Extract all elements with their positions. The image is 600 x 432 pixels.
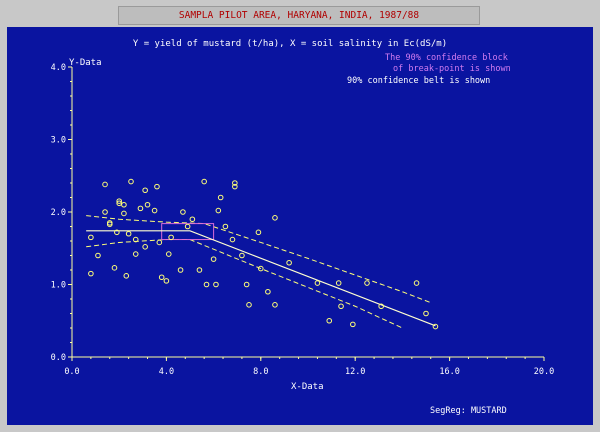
data-point — [243, 281, 250, 288]
data-point — [189, 216, 196, 223]
y-axis-label: Y-Data — [69, 58, 102, 68]
x-axis-label: X-Data — [291, 382, 324, 392]
footer-label: SegReg: MUSTARD — [430, 406, 507, 416]
data-point — [350, 321, 356, 328]
data-point — [168, 234, 174, 241]
upper-belt-line — [86, 215, 431, 304]
data-point — [102, 209, 108, 215]
x-tick-label: 12.0 — [345, 367, 365, 377]
data-point — [326, 317, 333, 324]
chart-title: Y = yield of mustard (t/ha), X = soil sa… — [133, 39, 447, 49]
data-point — [177, 267, 184, 273]
data-point — [144, 201, 151, 208]
data-point — [123, 273, 130, 279]
data-point — [213, 281, 219, 288]
x-tick-label: 8.0 — [253, 367, 268, 377]
data-point — [154, 183, 160, 190]
data-point — [158, 274, 165, 281]
data-point — [151, 207, 158, 214]
data-point — [222, 223, 229, 230]
x-tick-label: 0.0 — [64, 367, 79, 377]
data-point — [335, 280, 342, 286]
data-point — [413, 280, 420, 286]
y-tick-labels: 0.0 1.0 2.0 3.0 4.0 — [51, 63, 66, 363]
data-point — [163, 278, 170, 284]
confidence-belt — [86, 215, 431, 329]
window-title: SAMPLA PILOT AREA, HARYANA, INDIA, 1987/… — [118, 6, 480, 25]
data-point — [132, 251, 139, 257]
y-tick-label: 3.0 — [51, 136, 66, 146]
data-point — [272, 302, 278, 308]
data-point — [265, 288, 271, 295]
data-point — [239, 252, 245, 259]
data-point — [215, 207, 222, 214]
data-point — [364, 280, 370, 286]
data-point — [116, 198, 122, 204]
fit-line — [86, 230, 436, 327]
data-point — [95, 252, 101, 259]
data-points — [88, 178, 439, 330]
regression-segments — [86, 230, 436, 327]
breakpoint-block — [161, 223, 215, 241]
y-tick-label: 2.0 — [51, 208, 66, 218]
data-point — [121, 210, 127, 217]
y-tick-label: 1.0 — [51, 281, 66, 291]
x-tick-label: 4.0 — [159, 367, 174, 377]
data-point — [201, 178, 207, 185]
block-note-line-2: of break-point is shown — [393, 64, 511, 74]
data-point — [106, 221, 113, 228]
plot-panel: Y = yield of mustard (t/ha), X = soil sa… — [7, 27, 593, 425]
data-point — [88, 270, 94, 277]
data-point — [258, 265, 264, 272]
data-point — [165, 251, 172, 257]
data-point — [272, 215, 278, 221]
data-point — [142, 187, 148, 194]
data-point — [246, 302, 252, 308]
data-point — [203, 281, 210, 288]
data-point — [125, 230, 132, 237]
block-note-line-1: The 90% confidence block — [385, 53, 508, 63]
y-tick-label: 4.0 — [51, 63, 66, 73]
confidence-block — [161, 223, 215, 241]
data-point — [111, 265, 118, 271]
data-point — [102, 181, 108, 188]
data-point — [378, 303, 384, 310]
data-point — [255, 229, 262, 236]
data-point — [232, 183, 238, 190]
data-point — [210, 256, 217, 262]
x-tick-label: 16.0 — [439, 367, 459, 377]
data-point — [217, 194, 224, 201]
data-point — [180, 209, 186, 215]
data-point — [338, 303, 344, 310]
data-point — [132, 236, 139, 243]
x-tick-labels: 0.0 4.0 8.0 12.0 16.0 20.0 — [64, 367, 554, 377]
data-point — [314, 280, 321, 286]
axes — [68, 66, 545, 361]
x-tick-label: 20.0 — [534, 367, 554, 377]
data-point — [423, 310, 429, 317]
belt-note: 90% confidence belt is shown — [347, 76, 490, 86]
data-point — [88, 234, 94, 241]
lower-belt-line — [86, 239, 403, 329]
data-point — [286, 259, 292, 266]
data-point — [114, 229, 120, 236]
data-point — [229, 236, 236, 243]
data-point — [432, 323, 439, 330]
y-tick-label: 0.0 — [51, 353, 66, 363]
chart-svg: Y = yield of mustard (t/ha), X = soil sa… — [51, 39, 555, 416]
data-point — [184, 223, 191, 230]
data-point — [128, 178, 134, 185]
data-point — [116, 200, 122, 207]
data-point — [142, 244, 148, 250]
data-point — [196, 267, 203, 273]
data-point — [232, 180, 238, 186]
data-point — [137, 205, 144, 212]
data-point — [156, 239, 163, 246]
data-point — [121, 201, 127, 208]
